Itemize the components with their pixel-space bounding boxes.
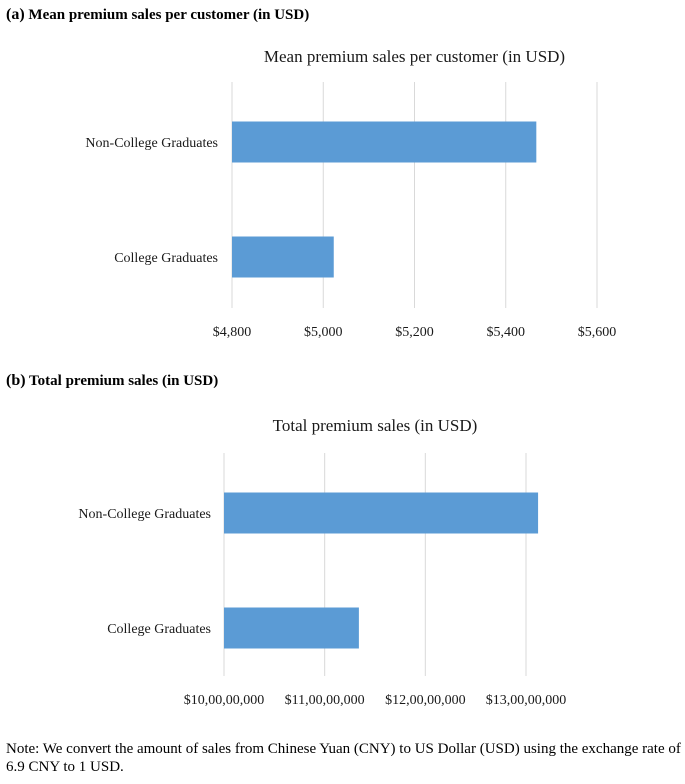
chart-a-x-tick-label: $5,200 xyxy=(395,325,434,340)
chart-b-category-label: College Graduates xyxy=(107,622,211,637)
chart-b-category-label: Non-College Graduates xyxy=(78,507,211,522)
chart-a-bar-non-college-graduates xyxy=(232,121,537,163)
chart-b-x-tick-label: $11,00,00,000 xyxy=(285,693,365,708)
chart-a: Mean premium sales per customer (in USD)… xyxy=(85,47,617,340)
panel-a-heading-text: Mean premium sales per customer (in USD) xyxy=(28,7,310,23)
chart-a-title: Mean premium sales per customer (in USD) xyxy=(264,47,565,66)
panel-b-heading: (b) Total premium sales (in USD) xyxy=(6,372,218,390)
chart-a-category-label: College Graduates xyxy=(114,251,218,266)
chart-b-x-tick-label: $10,00,00,000 xyxy=(184,693,265,708)
chart-a-x-tick-label: $5,600 xyxy=(578,325,617,340)
panel-b-heading-text: Total premium sales (in USD) xyxy=(29,373,219,389)
chart-b: Total premium sales (in USD) $10,00,00,00… xyxy=(78,416,567,708)
chart-b-bar-college-graduates xyxy=(224,607,359,649)
footnote: Note: We convert the amount of sales fro… xyxy=(6,741,681,775)
chart-a-category-label: Non-College Graduates xyxy=(85,136,218,151)
chart-a-x-tick-label: $4,800 xyxy=(213,325,252,340)
panel-a-heading: (a) Mean premium sales per customer (in … xyxy=(6,6,309,24)
chart-a-x-tick-label: $5,000 xyxy=(304,325,343,340)
chart-a-bar-college-graduates xyxy=(232,236,334,278)
chart-b-bar-non-college-graduates xyxy=(224,492,539,534)
panel-b-tag: (b) xyxy=(6,372,26,389)
chart-b-x-tick-label: $12,00,00,000 xyxy=(385,693,466,708)
chart-b-x-tick-label: $13,00,00,000 xyxy=(486,693,567,708)
chart-b-title: Total premium sales (in USD) xyxy=(273,416,478,435)
panel-a-tag: (a) xyxy=(6,6,25,23)
chart-a-x-tick-label: $5,400 xyxy=(487,325,526,340)
